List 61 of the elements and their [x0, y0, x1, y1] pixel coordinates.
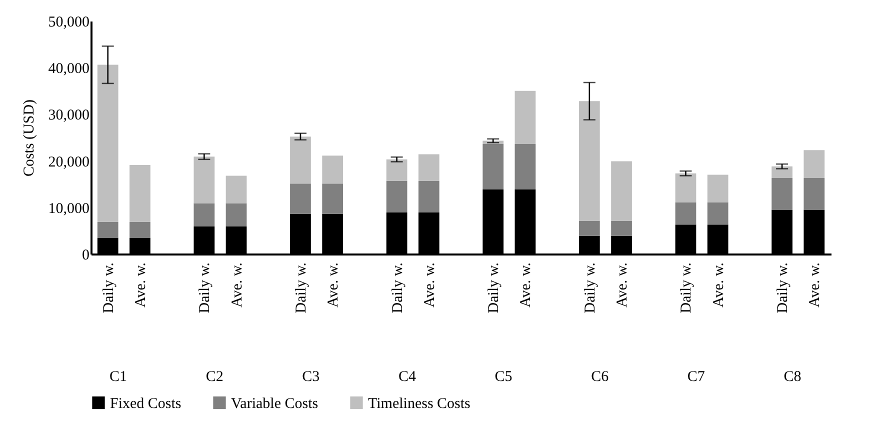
x-tick-label: Daily w.: [582, 262, 598, 314]
bar: [707, 174, 728, 202]
bar: [130, 164, 150, 222]
text: C7: [687, 369, 706, 385]
bar: [322, 184, 344, 214]
bar: [290, 136, 311, 184]
bar: [290, 184, 311, 214]
x-tick-label: Ave. w.: [614, 262, 631, 308]
bar: [675, 202, 696, 225]
legend-label: Timeliness Costs: [368, 396, 471, 412]
x-tick-label: Daily w.: [293, 262, 310, 314]
bar: [97, 64, 118, 222]
bar: [226, 176, 247, 204]
bar: [804, 178, 825, 210]
text: C2: [206, 369, 224, 385]
bar: [130, 222, 150, 238]
y-tick-label: 40,000: [48, 61, 90, 78]
x-tick-label: Daily w.: [390, 262, 406, 314]
bar: [97, 222, 118, 238]
legend-label: Fixed Costs: [110, 396, 182, 412]
x-tick-label: Ave. w.: [807, 262, 824, 308]
bar: [514, 144, 536, 190]
x-tick-label: Ave. w.: [229, 262, 246, 308]
y-tick-label: 0: [82, 248, 90, 264]
bar: [514, 90, 536, 144]
text: C1: [110, 369, 128, 385]
y-axis-title: Costs (USD): [21, 99, 38, 177]
y-tick-label: 50,000: [48, 14, 90, 30]
bar: [804, 150, 825, 178]
bar: [322, 156, 344, 184]
x-tick-label: Ave. w.: [326, 262, 342, 308]
x-tick-label: Ave. w.: [132, 262, 149, 308]
y-tick-label: 10,000: [48, 200, 90, 217]
x-tick-label: Daily w.: [678, 262, 695, 314]
x-tick-label: Daily w.: [775, 262, 792, 314]
bar: [226, 203, 247, 227]
x-tick-label: Daily w.: [486, 262, 502, 314]
bar: [418, 154, 440, 181]
bar: [418, 180, 440, 213]
bar: [578, 101, 600, 221]
text: C8: [784, 369, 802, 385]
text: C5: [494, 369, 512, 385]
bar: [611, 220, 632, 236]
text: C3: [302, 369, 320, 385]
bar: [386, 180, 408, 213]
legend-label: Variable Costs: [231, 396, 318, 412]
y-tick-label: 30,000: [48, 108, 90, 124]
bar: [578, 220, 600, 236]
x-tick-label: Ave. w.: [710, 262, 727, 308]
x-tick-label: Daily w.: [197, 262, 214, 314]
text: C4: [398, 369, 416, 385]
bar: [707, 202, 728, 225]
x-tick-label: Ave. w.: [518, 262, 534, 308]
y-tick-label: 20,000: [48, 154, 90, 170]
x-tick-label: Ave. w.: [422, 262, 438, 308]
bar: [611, 161, 632, 221]
bar: [194, 156, 215, 204]
bar: [772, 178, 792, 210]
bar: [194, 203, 215, 227]
x-tick-label: Daily w.: [100, 262, 117, 314]
text: C6: [591, 369, 610, 385]
